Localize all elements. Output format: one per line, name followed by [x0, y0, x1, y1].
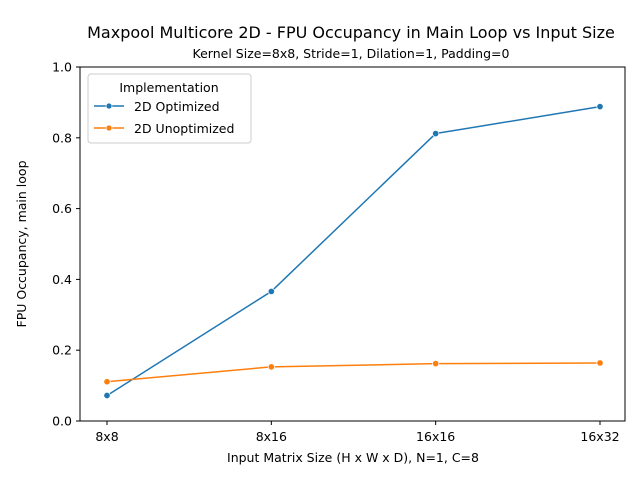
series-line-2d-unoptimized: [106, 362, 601, 383]
legend-title: Implementation: [119, 80, 218, 95]
y-tick-label: 0.4: [52, 272, 72, 287]
data-point-2d-unoptimized: [103, 378, 111, 386]
legend-marker-2d-unoptimized: [105, 124, 113, 132]
legend-entry-2d-optimized: 2D Optimized: [134, 99, 220, 114]
y-tick-label: 0.6: [52, 201, 72, 216]
x-axis-label: Input Matrix Size (H x W x D), N=1, C=8: [227, 450, 479, 465]
y-tick-label: 0.0: [52, 414, 72, 429]
data-point-2d-optimized: [103, 391, 111, 400]
chart-title: Maxpool Multicore 2D - FPU Occupancy in …: [87, 23, 615, 42]
x-tick-label: 8x8: [95, 429, 118, 444]
data-point-2d-unoptimized: [432, 360, 440, 368]
y-tick-label: 0.8: [52, 130, 72, 145]
plot-area-frame: [79, 66, 626, 422]
legend-marker-2d-optimized: [105, 102, 113, 110]
legend-box: [87, 73, 252, 144]
data-point-2d-unoptimized: [596, 359, 604, 367]
legend: Implementation 2D Optimized 2D Unoptimiz…: [87, 73, 252, 144]
data-point-2d-unoptimized: [267, 363, 275, 371]
series-line-2d-optimized: [106, 105, 601, 397]
data-point-2d-optimized: [267, 287, 275, 295]
chart-subtitle: Kernel Size=8x8, Stride=1, Dilation=1, P…: [193, 46, 510, 61]
axis-ticks: 8x8 8x16 16x16 16x32 0.0 0.2 0.4 0.6 0.8 1.0: [52, 60, 620, 445]
data-point-2d-optimized: [432, 130, 440, 138]
series-points: [103, 103, 604, 400]
legend-entry-2d-unoptimized: 2D Unoptimized: [134, 121, 234, 136]
x-tick-label: 16x32: [580, 429, 619, 444]
y-tick-label: 1.0: [52, 60, 72, 75]
series-lines: [106, 105, 601, 397]
data-point-2d-optimized: [596, 103, 604, 111]
x-tick-label: 16x16: [416, 429, 455, 444]
y-tick-label: 0.2: [52, 343, 72, 358]
y-axis-label: FPU Occupancy, main loop: [14, 160, 29, 327]
x-tick-label: 8x16: [256, 429, 287, 444]
